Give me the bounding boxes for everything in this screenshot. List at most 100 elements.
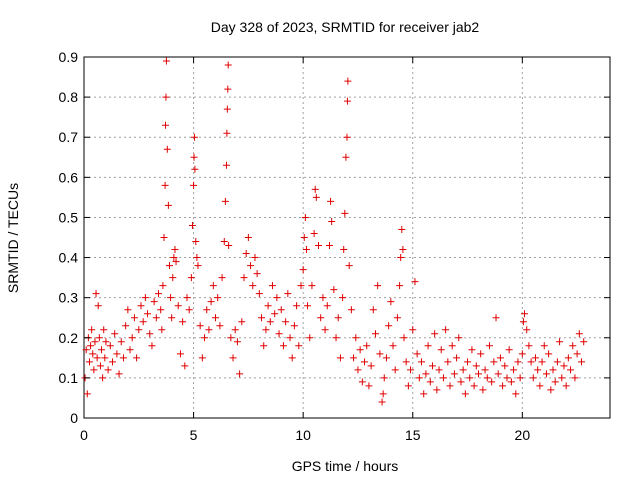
- data-point: [507, 378, 515, 386]
- data-point: [343, 133, 351, 141]
- data-point: [242, 250, 250, 258]
- data-point: [389, 342, 397, 350]
- x-tick-label: 20: [515, 427, 531, 443]
- data-point: [328, 217, 336, 225]
- data-point: [330, 286, 338, 294]
- data-point: [130, 314, 138, 322]
- data-point: [251, 254, 259, 262]
- data-point: [411, 278, 419, 286]
- data-point: [137, 302, 145, 310]
- data-point: [214, 294, 222, 302]
- data-point: [418, 358, 426, 366]
- data-point: [190, 181, 198, 189]
- data-point: [542, 370, 550, 378]
- data-point: [435, 366, 443, 374]
- data-point: [249, 282, 257, 290]
- data-point: [549, 366, 557, 374]
- data-point: [306, 334, 314, 342]
- data-point: [367, 362, 375, 370]
- data-point: [400, 334, 408, 342]
- data-point: [88, 326, 96, 334]
- data-point: [396, 282, 404, 290]
- data-point: [268, 282, 276, 290]
- data-point: [519, 318, 527, 326]
- data-point: [387, 298, 395, 306]
- data-point: [358, 378, 366, 386]
- data-point: [342, 153, 350, 161]
- data-point: [382, 354, 390, 362]
- data-point: [317, 314, 325, 322]
- data-point: [223, 105, 231, 113]
- data-point: [260, 342, 268, 350]
- data-point: [224, 85, 232, 93]
- data-point: [534, 366, 542, 374]
- data-point: [466, 374, 474, 382]
- data-point: [158, 326, 166, 334]
- data-point: [238, 318, 246, 326]
- data-point: [128, 334, 136, 342]
- y-tick-label: 0.4: [59, 250, 79, 266]
- data-point: [135, 326, 143, 334]
- data-point: [378, 398, 386, 406]
- data-point: [258, 314, 266, 322]
- data-point: [514, 358, 522, 366]
- data-point: [344, 77, 352, 85]
- y-tick-label: 0: [70, 410, 78, 426]
- data-point: [218, 274, 226, 282]
- data-point: [271, 310, 279, 318]
- y-tick-label: 0.9: [59, 49, 79, 65]
- data-point: [194, 262, 202, 270]
- data-point: [371, 330, 379, 338]
- data-point: [150, 298, 158, 306]
- data-point: [485, 342, 493, 350]
- data-point: [343, 97, 351, 105]
- data-point: [179, 318, 187, 326]
- data-point: [152, 314, 160, 322]
- data-point: [562, 382, 570, 390]
- data-point: [374, 282, 382, 290]
- data-point: [162, 57, 170, 65]
- data-point: [172, 258, 180, 266]
- data-point: [304, 302, 312, 310]
- data-point: [164, 201, 172, 209]
- data-point: [231, 326, 239, 334]
- data-point: [101, 354, 109, 362]
- data-point: [168, 314, 176, 322]
- data-point: [192, 238, 200, 246]
- data-point: [253, 270, 261, 278]
- data-point: [190, 133, 198, 141]
- data-point: [426, 378, 434, 386]
- data-point: [198, 354, 206, 362]
- data-point: [499, 382, 507, 390]
- data-point: [461, 390, 469, 398]
- data-point: [266, 318, 274, 326]
- data-point: [98, 346, 106, 354]
- data-point: [171, 246, 179, 254]
- data-point: [124, 306, 132, 314]
- data-point: [531, 354, 539, 362]
- data-point: [380, 374, 388, 382]
- data-point: [558, 374, 566, 382]
- data-point: [139, 318, 147, 326]
- data-point: [399, 246, 407, 254]
- data-point: [167, 294, 175, 302]
- data-point: [216, 322, 224, 330]
- data-point: [391, 366, 399, 374]
- y-tick-label: 0.3: [59, 290, 79, 306]
- data-point: [376, 350, 384, 358]
- y-tick-label: 0.2: [59, 330, 79, 346]
- data-point: [327, 197, 335, 205]
- data-point: [536, 382, 544, 390]
- data-point: [176, 350, 184, 358]
- x-tick-label: 5: [190, 427, 198, 443]
- data-point: [225, 242, 233, 250]
- data-point: [301, 213, 309, 221]
- data-point: [297, 282, 305, 290]
- data-point: [141, 294, 149, 302]
- data-point: [385, 322, 393, 330]
- data-point: [93, 354, 101, 362]
- data-point: [264, 302, 272, 310]
- data-point: [404, 382, 412, 390]
- data-point: [277, 306, 285, 314]
- data-point: [564, 354, 572, 362]
